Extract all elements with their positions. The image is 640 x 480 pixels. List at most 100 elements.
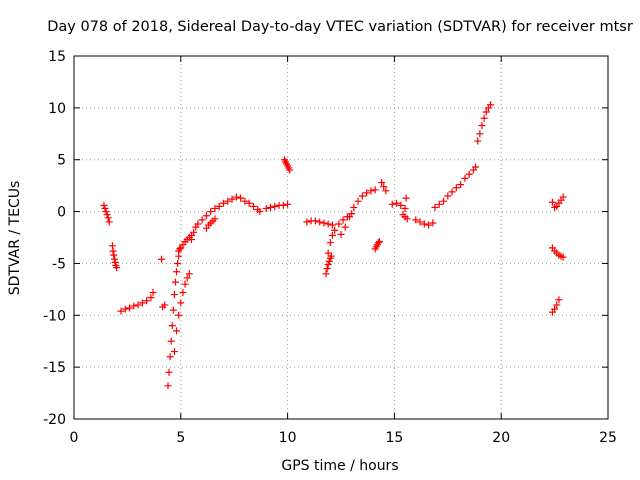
data-point — [339, 216, 347, 224]
data-point — [555, 296, 563, 304]
data-point — [207, 208, 215, 216]
data-point — [311, 217, 319, 225]
data-point — [448, 188, 456, 196]
data-point — [130, 302, 138, 310]
data-point — [553, 301, 561, 309]
data-point — [173, 268, 181, 276]
x-tick-label: 5 — [176, 430, 185, 446]
data-point — [121, 305, 129, 313]
data-point — [324, 249, 332, 257]
data-point — [476, 130, 484, 138]
series-arc-01 — [100, 201, 113, 226]
data-point — [303, 218, 311, 226]
data-point — [245, 199, 253, 207]
series-arc-06 — [170, 270, 193, 356]
data-point — [174, 259, 182, 267]
data-point — [134, 301, 142, 309]
data-point — [335, 220, 343, 228]
data-point — [149, 288, 157, 296]
data-point — [267, 203, 275, 211]
data-point — [215, 202, 223, 210]
data-point — [325, 257, 333, 265]
data-point — [327, 252, 335, 260]
data-point — [431, 203, 439, 211]
series-arc-05 — [164, 245, 184, 390]
data-point — [323, 265, 331, 273]
x-tick-label: 20 — [492, 430, 510, 446]
data-point — [249, 202, 257, 210]
y-tick-label: -15 — [43, 360, 66, 376]
data-point — [286, 166, 294, 174]
data-point — [420, 220, 428, 228]
series-arc-18 — [378, 179, 390, 195]
data-point — [194, 220, 202, 228]
data-point — [105, 218, 113, 226]
data-point — [322, 270, 330, 278]
x-axis-label: GPS time / hours — [281, 458, 398, 474]
data-point — [326, 239, 334, 247]
y-axis-label: SDTVAR / TECUs — [7, 181, 23, 296]
series-arc-11 — [262, 200, 292, 212]
data-point — [138, 299, 146, 307]
data-point — [109, 247, 117, 255]
data-point — [382, 187, 390, 195]
data-point — [324, 220, 332, 228]
data-point — [111, 255, 119, 263]
data-point — [170, 348, 178, 356]
data-point — [403, 215, 411, 223]
data-point — [363, 189, 371, 197]
x-tick-label: 10 — [279, 430, 297, 446]
data-point — [104, 214, 112, 222]
data-point — [472, 163, 480, 171]
x-tick-label: 25 — [599, 430, 617, 446]
y-tick-label: -5 — [52, 256, 66, 272]
series-arc-14 — [322, 252, 335, 278]
data-point — [416, 218, 424, 226]
data-point — [220, 199, 228, 207]
y-tick-label: -20 — [43, 412, 66, 428]
data-point — [388, 200, 396, 208]
series-arc-13 — [303, 217, 336, 229]
data-point — [237, 194, 245, 202]
data-point — [380, 183, 388, 191]
data-point — [402, 194, 410, 202]
data-point — [169, 306, 177, 314]
data-point — [187, 236, 195, 244]
data-point — [168, 322, 176, 330]
data-point — [461, 174, 469, 182]
data-point — [374, 239, 382, 247]
series-arc-25 — [548, 193, 567, 211]
data-point — [337, 230, 345, 238]
data-point — [320, 219, 328, 227]
series-arc-17 — [371, 238, 383, 253]
data-point — [158, 255, 166, 263]
chart-title: Day 078 of 2018, Sidereal Day-to-day VTE… — [47, 19, 633, 35]
data-point — [175, 311, 183, 319]
data-point — [480, 114, 488, 122]
series-arc-23 — [461, 163, 480, 182]
x-tick-label: 0 — [70, 430, 79, 446]
data-point — [328, 221, 336, 229]
series-arc-09 — [202, 215, 219, 232]
data-point — [341, 223, 349, 231]
data-point — [190, 228, 198, 236]
data-point — [232, 193, 240, 201]
series-arc-12 — [280, 156, 294, 174]
series-arc-27 — [548, 296, 563, 316]
data-point — [397, 201, 405, 209]
data-point — [487, 101, 495, 109]
data-point — [111, 258, 119, 266]
series-arc-19 — [388, 194, 410, 212]
data-point — [316, 218, 324, 226]
data-point — [164, 382, 172, 390]
data-point — [198, 216, 206, 224]
data-point — [211, 204, 219, 212]
data-point — [478, 121, 486, 129]
data-point — [110, 251, 118, 259]
data-point — [113, 264, 121, 272]
series-arc-22 — [431, 181, 465, 211]
series-arc-21 — [412, 216, 437, 229]
data-point — [108, 242, 116, 250]
